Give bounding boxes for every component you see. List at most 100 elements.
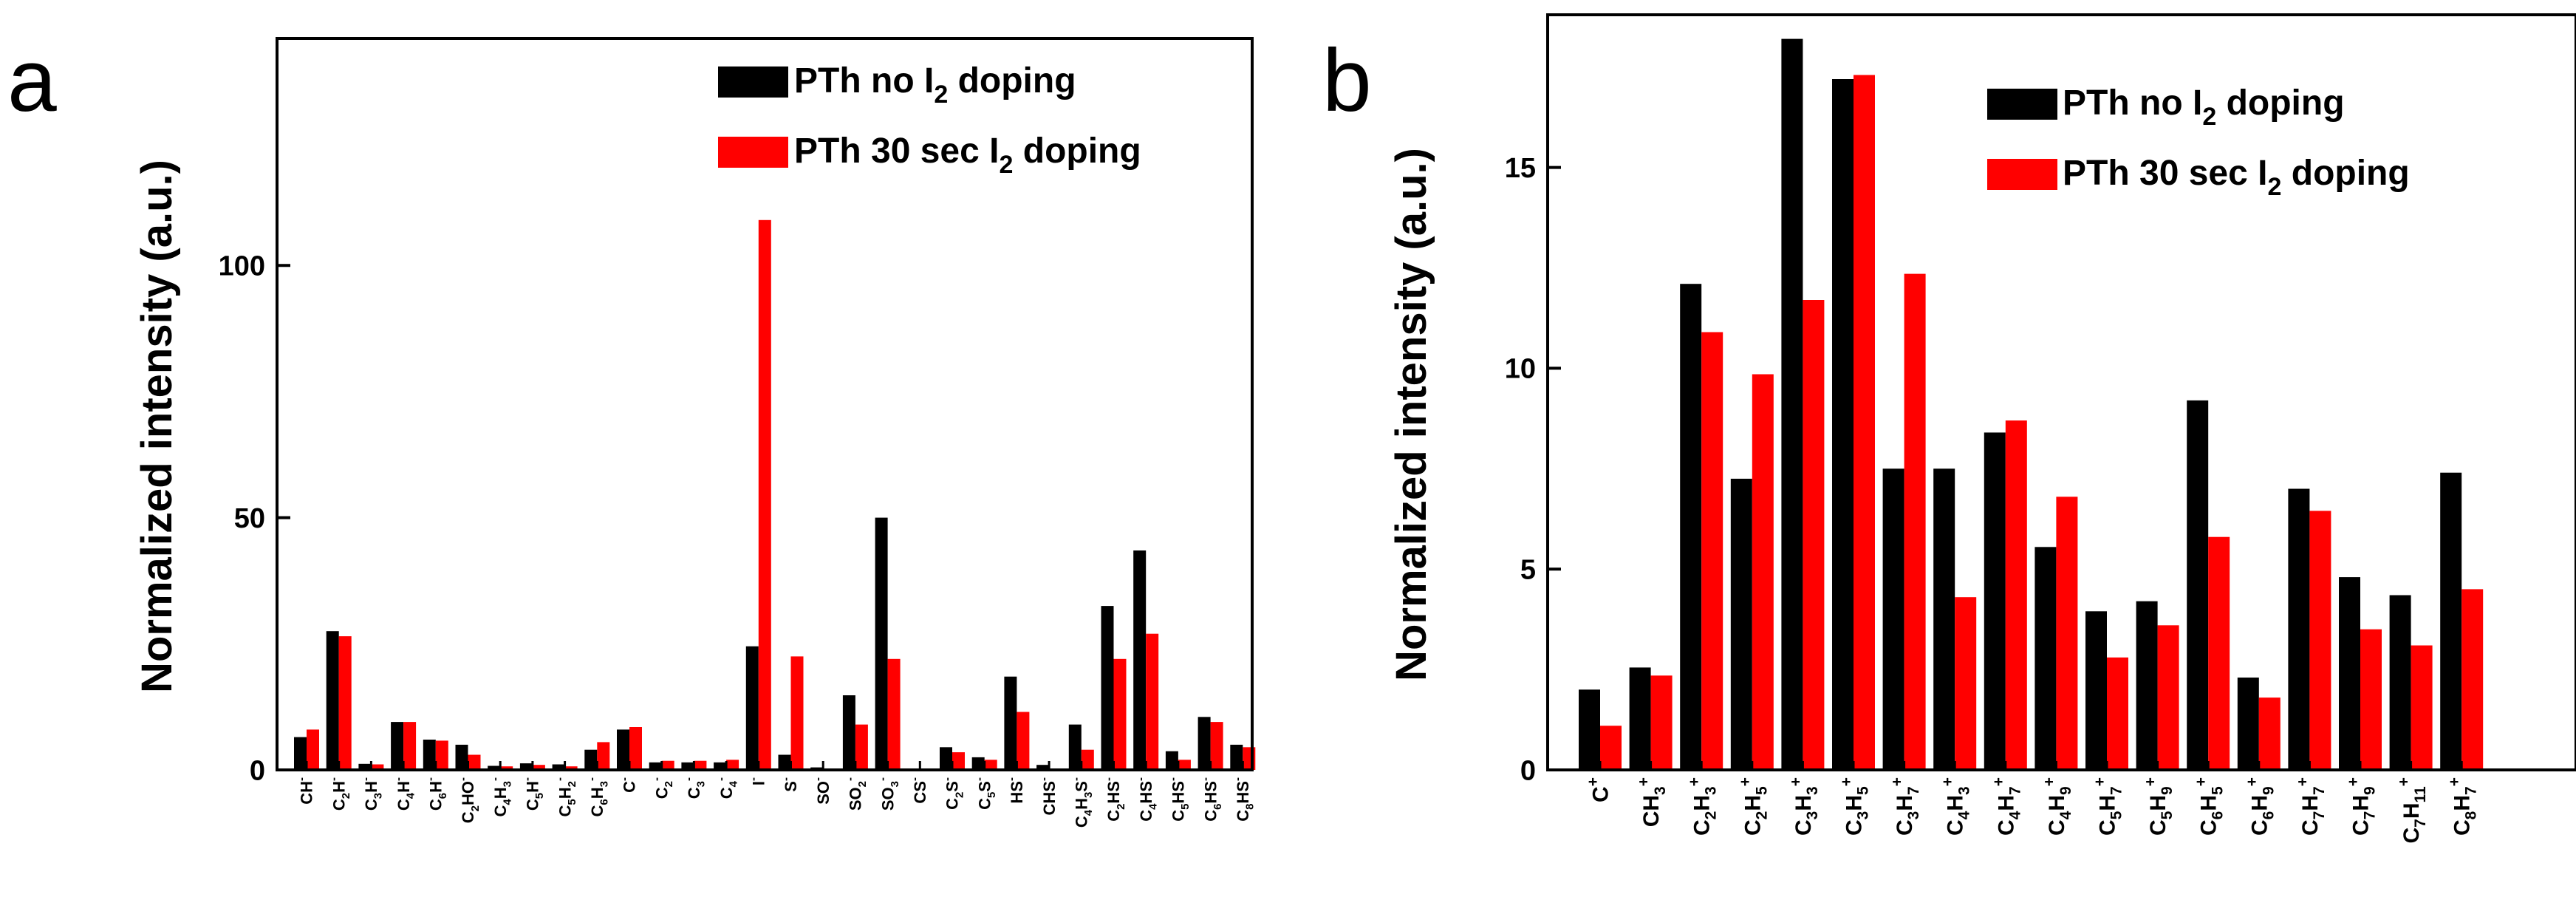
bar-no-doping <box>1984 432 2006 770</box>
x-tick-label: C2H- <box>328 777 353 811</box>
bar-no-doping <box>649 762 662 770</box>
x-tick-label: C5S- <box>974 777 999 810</box>
bar-no-doping <box>294 737 307 770</box>
bar-30sec-doping <box>952 752 965 770</box>
bar-30sec-doping <box>1210 722 1223 770</box>
bar-no-doping <box>2085 611 2107 770</box>
bar-30sec-doping <box>855 724 868 770</box>
x-tick-label: C3H3+ <box>1787 777 1821 836</box>
x-tick-label: C8HS- <box>1231 777 1257 822</box>
bar-no-doping <box>584 749 598 770</box>
bar-no-doping <box>1933 468 1955 770</box>
bar-30sec-doping <box>500 766 513 770</box>
x-tick-label: C5H- <box>522 777 547 811</box>
x-tick-label: C3H7+ <box>1889 777 1923 836</box>
bar-30sec-doping <box>1178 760 1191 770</box>
x-tick-label: CHS- <box>1038 777 1059 815</box>
bar-no-doping <box>552 764 565 770</box>
x-tick-label: C6H- <box>425 777 450 811</box>
bar-no-doping <box>1004 676 1017 770</box>
bar-no-doping <box>1101 606 1114 770</box>
x-tick-label: C5HS- <box>1167 777 1192 822</box>
chart-panel-b: b 0 5 10 15 C+ CH3+ C2H3+ C2H5+ C3H3+ C3H5+ C3H7+ C4… <box>1322 13 2576 844</box>
bar-30sec-doping <box>1650 675 1673 771</box>
bar-no-doping <box>2237 678 2259 770</box>
axes-frame <box>1546 13 2576 771</box>
bar-30sec-doping <box>1701 332 1723 770</box>
bar-30sec-doping <box>2208 536 2230 770</box>
y-tick-label: 15 <box>1505 153 1536 184</box>
x-tick-label: C8H7+ <box>2446 777 2480 836</box>
bar-no-doping <box>1230 744 1243 770</box>
x-tick-label: C3H5+ <box>1838 777 1872 836</box>
bar-no-doping <box>617 729 629 770</box>
x-tick-label: C6H5+ <box>2193 777 2227 836</box>
bar-no-doping <box>875 517 888 770</box>
x-tick-label: C4H9+ <box>2040 777 2074 836</box>
x-tick-label: SO2- <box>844 777 870 811</box>
bar-30sec-doping <box>1017 712 1030 770</box>
legend-entry: PTh 30 sec I2 doping <box>2063 154 2410 201</box>
bar-no-doping <box>488 765 501 770</box>
x-tick-label: SO- <box>812 777 833 805</box>
panel-label-b: b <box>1322 31 1372 130</box>
bar-30sec-doping <box>887 658 901 770</box>
bar-30sec-doping <box>2461 589 2484 770</box>
bar-no-doping <box>2136 601 2158 770</box>
y-tick-label: 5 <box>1520 554 1536 585</box>
x-tick-label: SO3- <box>876 777 901 811</box>
x-tick-label: C6HS- <box>1199 777 1224 822</box>
x-tick-label: C2S- <box>941 777 966 810</box>
bar-no-doping <box>745 646 759 770</box>
bar-30sec-doping <box>532 765 545 770</box>
bar-no-doping <box>1165 751 1178 770</box>
bar-30sec-doping <box>1904 273 1926 771</box>
bar-no-doping <box>2035 547 2057 770</box>
bar-30sec-doping <box>2157 625 2179 770</box>
bar-30sec-doping <box>629 727 642 770</box>
bar-no-doping <box>778 754 791 770</box>
x-tick-label: C4H3S- <box>1070 777 1096 828</box>
x-tick-label: C7H9+ <box>2345 777 2379 836</box>
x-tick-label: CH3+ <box>1636 777 1670 827</box>
x-tick-label: C6H3- <box>586 777 611 816</box>
bar-30sec-doping <box>2360 629 2382 770</box>
bar-no-doping <box>681 762 694 770</box>
bar-no-doping <box>358 763 372 770</box>
x-tick-label: CS- <box>909 777 929 804</box>
bar-30sec-doping <box>726 760 739 770</box>
x-tick-label: C4- <box>715 777 740 799</box>
bar-no-doping <box>423 740 436 770</box>
y-axis-label: Normalized intensity (a.u.) <box>1387 148 1435 681</box>
bar-no-doping <box>1680 284 1702 770</box>
bar-30sec-doping <box>1752 374 1774 770</box>
bar-no-doping <box>1198 717 1211 770</box>
bar-30sec-doping <box>1146 633 1159 770</box>
bar-30sec-doping <box>371 764 384 770</box>
bar-no-doping <box>940 747 952 770</box>
axes-frame <box>276 37 1254 771</box>
y-tick-label: 50 <box>234 503 265 534</box>
bar-no-doping <box>1068 724 1082 770</box>
bar-30sec-doping <box>2258 698 2281 770</box>
legend-swatch <box>1987 89 2057 120</box>
bar-30sec-doping <box>661 760 674 770</box>
bar-no-doping <box>519 763 533 770</box>
bar-30sec-doping <box>790 656 804 770</box>
x-tick-label: C2H3+ <box>1686 777 1720 836</box>
bar-30sec-doping <box>2411 645 2433 770</box>
bar-no-doping <box>455 744 468 770</box>
bar-no-doping <box>2187 400 2209 770</box>
x-tick-label: C- <box>618 777 639 793</box>
bar-no-doping <box>1579 689 1600 770</box>
x-tick-label: C2HO- <box>457 777 482 823</box>
bar-30sec-doping <box>1600 726 1622 770</box>
bar-30sec-doping <box>984 760 997 770</box>
bar-no-doping <box>1036 765 1050 770</box>
legend-swatch <box>718 66 788 98</box>
y-tick-label: 0 <box>1520 755 1536 786</box>
legend-swatch <box>718 137 788 168</box>
bar-no-doping <box>1832 79 1854 770</box>
bar-no-doping <box>1882 468 1904 770</box>
bar-30sec-doping <box>2107 657 2128 770</box>
